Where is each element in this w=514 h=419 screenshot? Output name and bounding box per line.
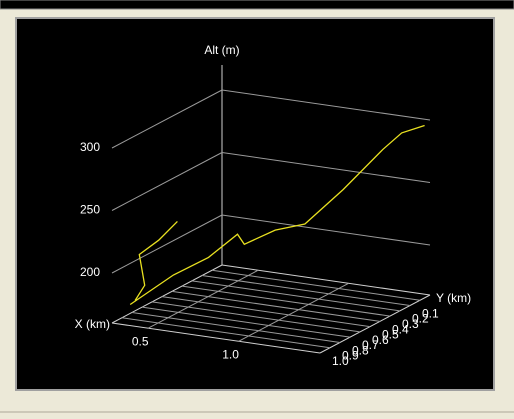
grid-line <box>147 269 259 329</box>
plot-3d: 2002503000.10.20.30.40.50.60.70.80.91.00… <box>75 43 471 368</box>
top-bar <box>0 0 514 10</box>
grid-line <box>121 317 331 349</box>
x-axis-line <box>111 322 321 354</box>
plot-panel <box>15 17 495 391</box>
grid-line <box>221 152 431 183</box>
y-tick-label: 0.5 <box>382 328 399 342</box>
grid-line <box>221 214 431 246</box>
grid-line <box>111 89 223 149</box>
x-tick-label: 1.0 <box>222 347 239 361</box>
z-axis-label: Alt (m) <box>204 43 239 57</box>
grid-line <box>131 311 341 343</box>
grid-line <box>181 285 391 317</box>
y-tick-label: 0.4 <box>392 322 409 336</box>
x-axis-label: X (km) <box>75 317 110 331</box>
y-tick-label: 0.7 <box>362 338 379 352</box>
y-tick-label: 0.1 <box>422 306 439 320</box>
grid-line <box>211 269 421 301</box>
y-tick-label: 0.8 <box>352 343 369 357</box>
floor-edge <box>221 264 431 296</box>
grid-line <box>191 280 401 312</box>
y-tick-label: 0.6 <box>372 333 389 347</box>
trajectory-line <box>129 124 425 306</box>
y-axis-line <box>319 294 431 354</box>
grid-line <box>171 290 381 322</box>
grid-line <box>221 89 431 121</box>
y-tick-label: 0.2 <box>412 312 429 326</box>
grid-line <box>201 275 411 307</box>
y-tick-label: 0.3 <box>402 317 419 331</box>
grid-line <box>111 214 223 274</box>
y-tick-label: 1.0 <box>332 354 349 368</box>
grid-line <box>151 301 361 333</box>
grid-line <box>238 282 349 342</box>
z-tick-label: 200 <box>80 265 100 279</box>
floor-edge <box>111 264 223 324</box>
z-tick-label: 300 <box>80 140 100 154</box>
grid-line <box>141 306 351 338</box>
x-tick-label: 0.5 <box>132 334 149 348</box>
grid-line <box>111 152 223 211</box>
y-tick-label: 0.9 <box>342 349 359 363</box>
y-axis-label: Y (km) <box>436 291 471 305</box>
grid-line <box>161 296 371 328</box>
z-tick-label: 250 <box>80 203 100 217</box>
